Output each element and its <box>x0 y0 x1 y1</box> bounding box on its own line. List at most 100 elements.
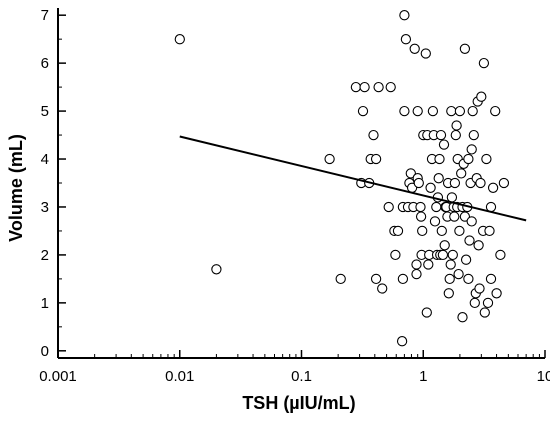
data-point <box>466 144 477 155</box>
data-point <box>396 336 408 347</box>
data-point <box>438 139 450 150</box>
data-point <box>373 81 384 93</box>
data-point <box>495 249 506 261</box>
data-point <box>456 168 467 179</box>
data-point <box>409 43 420 54</box>
data-point <box>446 105 457 117</box>
data-point <box>449 177 461 189</box>
data-point <box>498 177 510 189</box>
data-point <box>451 120 462 131</box>
data-point <box>335 273 346 285</box>
y-tick-label: 3 <box>41 199 49 216</box>
data-point <box>397 273 409 285</box>
data-point <box>350 81 362 93</box>
data-point <box>457 312 468 323</box>
data-point <box>482 297 494 309</box>
data-point <box>474 283 485 294</box>
data-point <box>466 216 477 227</box>
data-point <box>437 249 449 261</box>
data-point <box>443 288 454 299</box>
data-point <box>454 105 466 117</box>
data-point <box>468 129 479 141</box>
data-point <box>479 307 490 318</box>
data-point <box>487 182 499 193</box>
data-point <box>447 249 458 261</box>
data-point <box>211 264 222 275</box>
x-tick-label: 0.01 <box>165 368 194 385</box>
x-tick-label: 0.1 <box>291 368 312 385</box>
data-point <box>436 225 447 237</box>
x-tick-label: 10 <box>537 368 550 385</box>
data-point <box>467 105 478 117</box>
x-tick-label: 1 <box>419 368 427 385</box>
data-point <box>478 57 490 69</box>
data-point <box>399 105 410 117</box>
data-point <box>415 201 426 213</box>
y-tick-label: 2 <box>41 247 49 264</box>
data-point <box>484 225 495 237</box>
data-point <box>425 182 436 193</box>
y-axis-title: Volume (mL) <box>6 134 26 242</box>
data-point <box>383 201 394 213</box>
data-point <box>420 48 431 59</box>
data-point <box>434 153 445 165</box>
data-point <box>405 168 416 179</box>
data-point <box>390 249 401 261</box>
data-point <box>435 129 447 141</box>
data-point <box>385 81 396 93</box>
data-point <box>431 201 442 213</box>
data-point <box>324 153 335 165</box>
data-point <box>491 288 502 299</box>
data-point <box>370 273 382 285</box>
y-ticks: 0 1 2 3 4 5 6 7 <box>41 7 66 360</box>
data-point <box>427 105 439 117</box>
data-point <box>454 225 465 237</box>
data-point <box>433 173 444 184</box>
x-ticks: 0.001 0.01 0.1 1 10 <box>39 350 550 385</box>
data-point <box>359 81 370 93</box>
x-axis-title: TSH (µIU/mL) <box>242 393 355 413</box>
data-point <box>411 268 422 280</box>
data-point <box>459 43 471 54</box>
data-point <box>450 129 461 141</box>
data-point <box>429 216 441 227</box>
y-tick-label: 7 <box>41 7 49 24</box>
x-tick-label: 0.001 <box>39 368 77 385</box>
data-point <box>444 273 455 285</box>
data-point <box>421 307 432 318</box>
y-tick-label: 4 <box>41 151 49 168</box>
y-tick-label: 0 <box>41 343 49 360</box>
data-point <box>460 254 472 265</box>
data-point <box>485 273 497 285</box>
data-point <box>473 240 484 251</box>
data-point <box>377 283 388 294</box>
data-point <box>463 273 474 285</box>
data-point <box>481 153 492 165</box>
data-point <box>415 211 427 222</box>
y-tick-label: 1 <box>41 295 49 312</box>
y-tick-label: 6 <box>41 55 49 72</box>
data-point <box>449 211 460 222</box>
data-point <box>411 259 422 270</box>
data-point <box>476 91 487 102</box>
data-point <box>174 34 185 45</box>
data-point <box>370 153 382 165</box>
marks-layer <box>174 10 527 347</box>
data-point <box>464 235 475 246</box>
trend-line <box>179 135 527 222</box>
data-point <box>469 297 480 309</box>
data-point <box>475 177 486 189</box>
data-point <box>439 240 450 251</box>
data-point <box>392 225 404 237</box>
y-tick-label: 5 <box>41 103 49 120</box>
data-point <box>400 34 412 45</box>
data-point <box>368 129 379 141</box>
data-point <box>463 153 474 165</box>
data-point <box>357 105 369 117</box>
data-point <box>413 177 424 189</box>
data-point <box>412 105 423 117</box>
data-point <box>399 10 410 21</box>
data-point <box>453 268 464 280</box>
